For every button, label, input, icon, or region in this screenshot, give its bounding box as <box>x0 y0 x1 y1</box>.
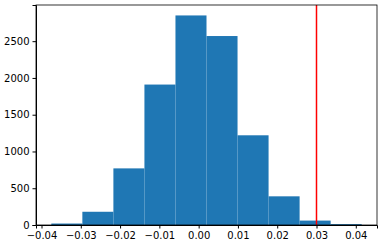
tick-mark <box>238 225 239 229</box>
bar <box>269 196 300 225</box>
tick-label: 0.03 <box>306 230 328 241</box>
bar <box>238 135 269 225</box>
tick-mark <box>42 225 43 229</box>
bar <box>207 36 238 225</box>
axis-line <box>37 226 378 229</box>
tick-mark <box>33 41 37 42</box>
tick: 2500 <box>4 36 36 47</box>
tick: −0.03 <box>66 225 97 241</box>
tick-mark <box>33 188 37 189</box>
tick-label: −0.01 <box>145 230 176 241</box>
tick-label: 0 <box>23 220 29 231</box>
tick-mark <box>81 225 82 229</box>
tick: 0 <box>23 220 36 231</box>
marks <box>51 5 361 225</box>
y-axis: 0 500 1000 1500 2000 2500 <box>4 6 36 231</box>
tick: 0.02 <box>267 225 289 241</box>
tick-label: 500 <box>10 183 29 194</box>
tick-mark <box>159 225 160 229</box>
tick-mark <box>33 151 37 152</box>
tick-mark <box>120 225 121 229</box>
tick-mark <box>33 78 37 79</box>
bar <box>113 168 144 225</box>
vertical-line <box>316 5 318 225</box>
tick-label: 0.00 <box>188 230 210 241</box>
tick-mark <box>199 225 200 229</box>
tick: −0.01 <box>145 225 176 241</box>
tick-mark <box>317 225 318 229</box>
tick: 0.04 <box>345 225 367 241</box>
plot: −0.04 −0.03 −0.02 −0.01 0.00 0.01 0.02 0.03 0.04… <box>4 5 377 241</box>
tick-mark <box>277 225 278 229</box>
bar <box>144 85 175 225</box>
tick-label: 0.02 <box>267 230 289 241</box>
tick: −0.02 <box>105 225 136 241</box>
tick-label: 2000 <box>4 73 29 84</box>
tick: 1500 <box>4 109 36 120</box>
tick-mark <box>33 115 37 116</box>
bar <box>300 221 331 225</box>
bar <box>175 15 206 225</box>
tick-label: 0.04 <box>345 230 367 241</box>
tick: −0.04 <box>27 225 58 241</box>
tick-label: −0.04 <box>27 230 58 241</box>
x-axis: −0.04 −0.03 −0.02 −0.01 0.00 0.01 0.02 0.03 0.04 <box>27 225 378 241</box>
bar <box>82 212 113 225</box>
tick: 1000 <box>4 146 36 157</box>
tick-label: 0.01 <box>227 230 249 241</box>
plot-frame <box>36 5 377 225</box>
tick-label: −0.03 <box>66 230 97 241</box>
tick: 0.03 <box>306 225 328 241</box>
tick: 2000 <box>4 73 36 84</box>
tick: 500 <box>10 183 36 194</box>
tick: 0.01 <box>227 225 249 241</box>
tick-mark <box>33 225 37 226</box>
tick-label: 1500 <box>4 109 29 120</box>
tick-label: 1000 <box>4 146 29 157</box>
tick: 0.00 <box>188 225 210 241</box>
tick-label: −0.02 <box>105 230 136 241</box>
tick-mark <box>356 225 357 229</box>
chart: −0.04 −0.03 −0.02 −0.01 0.00 0.01 0.02 0.03 0.04… <box>0 0 381 248</box>
tick-label: 2500 <box>4 36 29 47</box>
